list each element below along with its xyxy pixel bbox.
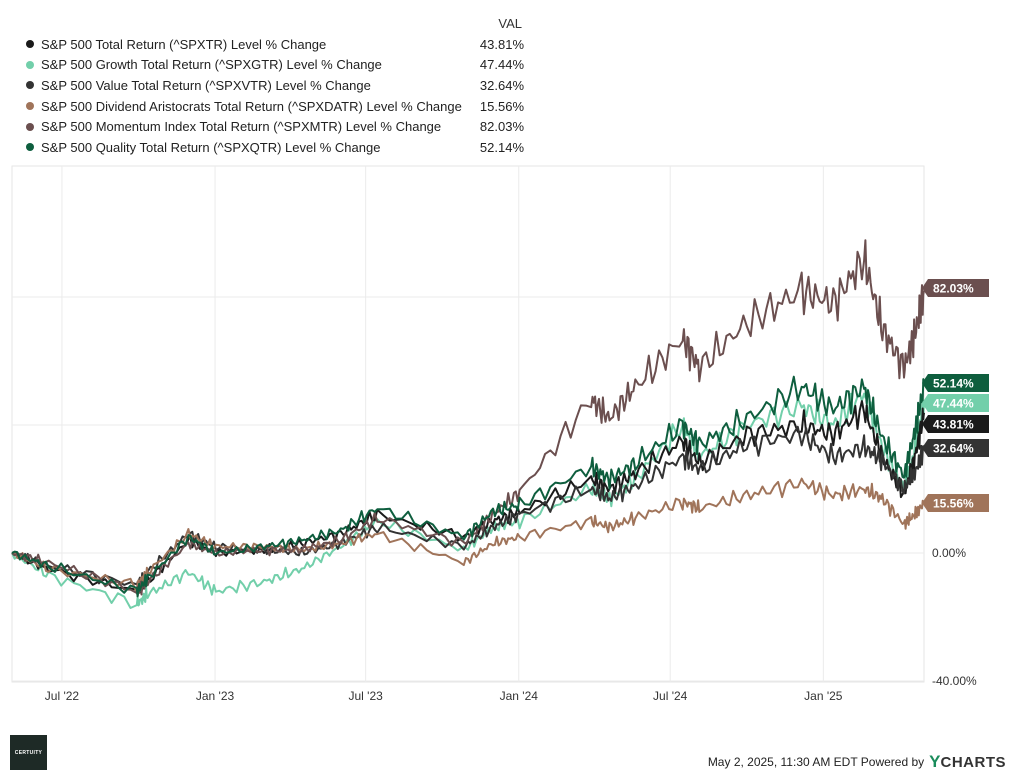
end-label-tag bbox=[922, 394, 989, 412]
legend-color-dot-icon bbox=[26, 60, 34, 69]
end-label-tag bbox=[922, 415, 989, 433]
end-label-text: 82.03% bbox=[933, 282, 974, 296]
legend-color-dot-icon bbox=[26, 81, 34, 90]
legend-series-value: 47.44% bbox=[479, 57, 524, 73]
logo-text: CERTUITY bbox=[14, 749, 43, 756]
legend-item: S&P 500 Total Return (^SPXTR) Level % Ch… bbox=[24, 34, 524, 55]
ycharts-logo-icon: Y bbox=[929, 752, 941, 771]
legend-color-dot-icon bbox=[26, 143, 34, 152]
footer-timestamp: May 2, 2025, 11:30 AM EDT Powered by bbox=[707, 755, 925, 769]
legend-color-dot-icon bbox=[26, 122, 34, 131]
legend-series-name: S&P 500 Value Total Return (^SPXVTR) Lev… bbox=[41, 77, 371, 93]
legend-value-header: VAL bbox=[498, 16, 522, 31]
legend-series-name: S&P 500 Quality Total Return (^SPXQTR) L… bbox=[41, 139, 381, 155]
end-label-text: 52.14% bbox=[933, 377, 974, 391]
series-line bbox=[11, 425, 925, 590]
series-end-label: 82.03% bbox=[922, 279, 989, 297]
plot-frame bbox=[11, 165, 925, 683]
legend-item: S&P 500 Growth Total Return (^SPXGTR) Le… bbox=[24, 55, 524, 76]
x-tick-label: Jan '25 bbox=[804, 689, 843, 703]
series-line bbox=[11, 400, 925, 597]
series-end-label: 52.14% bbox=[922, 374, 989, 392]
legend-series-name: S&P 500 Growth Total Return (^SPXGTR) Le… bbox=[41, 57, 382, 73]
chart-legend: VAL S&P 500 Total Return (^SPXTR) Level … bbox=[24, 14, 524, 158]
series-end-label: 47.44% bbox=[922, 394, 989, 412]
legend-series-name: S&P 500 Total Return (^SPXTR) Level % Ch… bbox=[41, 36, 327, 52]
end-label-text: 47.44% bbox=[933, 397, 974, 411]
x-tick-label: Jan '24 bbox=[500, 689, 539, 703]
legend-color-dot-icon bbox=[26, 102, 34, 111]
legend-color-dot-icon bbox=[26, 40, 34, 49]
end-label-text: 43.81% bbox=[933, 418, 974, 432]
certuity-logo: CERTUITY bbox=[10, 735, 47, 770]
y-tick-label: 0.00% bbox=[932, 546, 966, 560]
legend-series-value: 32.64% bbox=[479, 77, 524, 93]
legend-series-value: 15.56% bbox=[479, 98, 524, 114]
end-label-tag bbox=[922, 279, 989, 297]
x-tick-label: Jan '23 bbox=[196, 689, 235, 703]
x-tick-label: Jul '22 bbox=[45, 689, 80, 703]
series-line bbox=[11, 375, 925, 598]
end-label-tag bbox=[922, 494, 989, 512]
series-end-label: 15.56% bbox=[922, 494, 989, 512]
legend-series-name: S&P 500 Dividend Aristocrats Total Retur… bbox=[41, 98, 462, 114]
legend-series-value: 52.14% bbox=[479, 139, 524, 155]
legend-series-value: 82.03% bbox=[479, 119, 524, 135]
legend-item: S&P 500 Momentum Index Total Return (^SP… bbox=[24, 116, 524, 137]
end-label-text: 15.56% bbox=[933, 497, 974, 511]
chart-footer: May 2, 2025, 11:30 AM EDT Powered by Y C… bbox=[708, 752, 1006, 772]
legend-series-name: S&P 500 Momentum Index Total Return (^SP… bbox=[41, 119, 442, 135]
legend-series-value: 43.81% bbox=[479, 36, 524, 52]
y-tick-label: -40.00% bbox=[932, 674, 977, 688]
x-tick-label: Jul '23 bbox=[348, 689, 383, 703]
ycharts-logo-text: CHARTS bbox=[940, 753, 1006, 771]
end-label-text: 32.64% bbox=[933, 442, 974, 456]
end-label-tag bbox=[922, 374, 989, 392]
series-end-label: 32.64% bbox=[922, 439, 989, 457]
series-end-label: 43.81% bbox=[922, 415, 989, 433]
legend-item: S&P 500 Dividend Aristocrats Total Retur… bbox=[24, 96, 524, 117]
end-label-tag bbox=[922, 439, 989, 457]
x-tick-label: Jul '24 bbox=[653, 689, 688, 703]
series-line bbox=[11, 477, 925, 594]
legend-item: S&P 500 Value Total Return (^SPXVTR) Lev… bbox=[24, 75, 524, 96]
series-line bbox=[11, 239, 925, 596]
legend-item: S&P 500 Quality Total Return (^SPXQTR) L… bbox=[24, 137, 524, 158]
